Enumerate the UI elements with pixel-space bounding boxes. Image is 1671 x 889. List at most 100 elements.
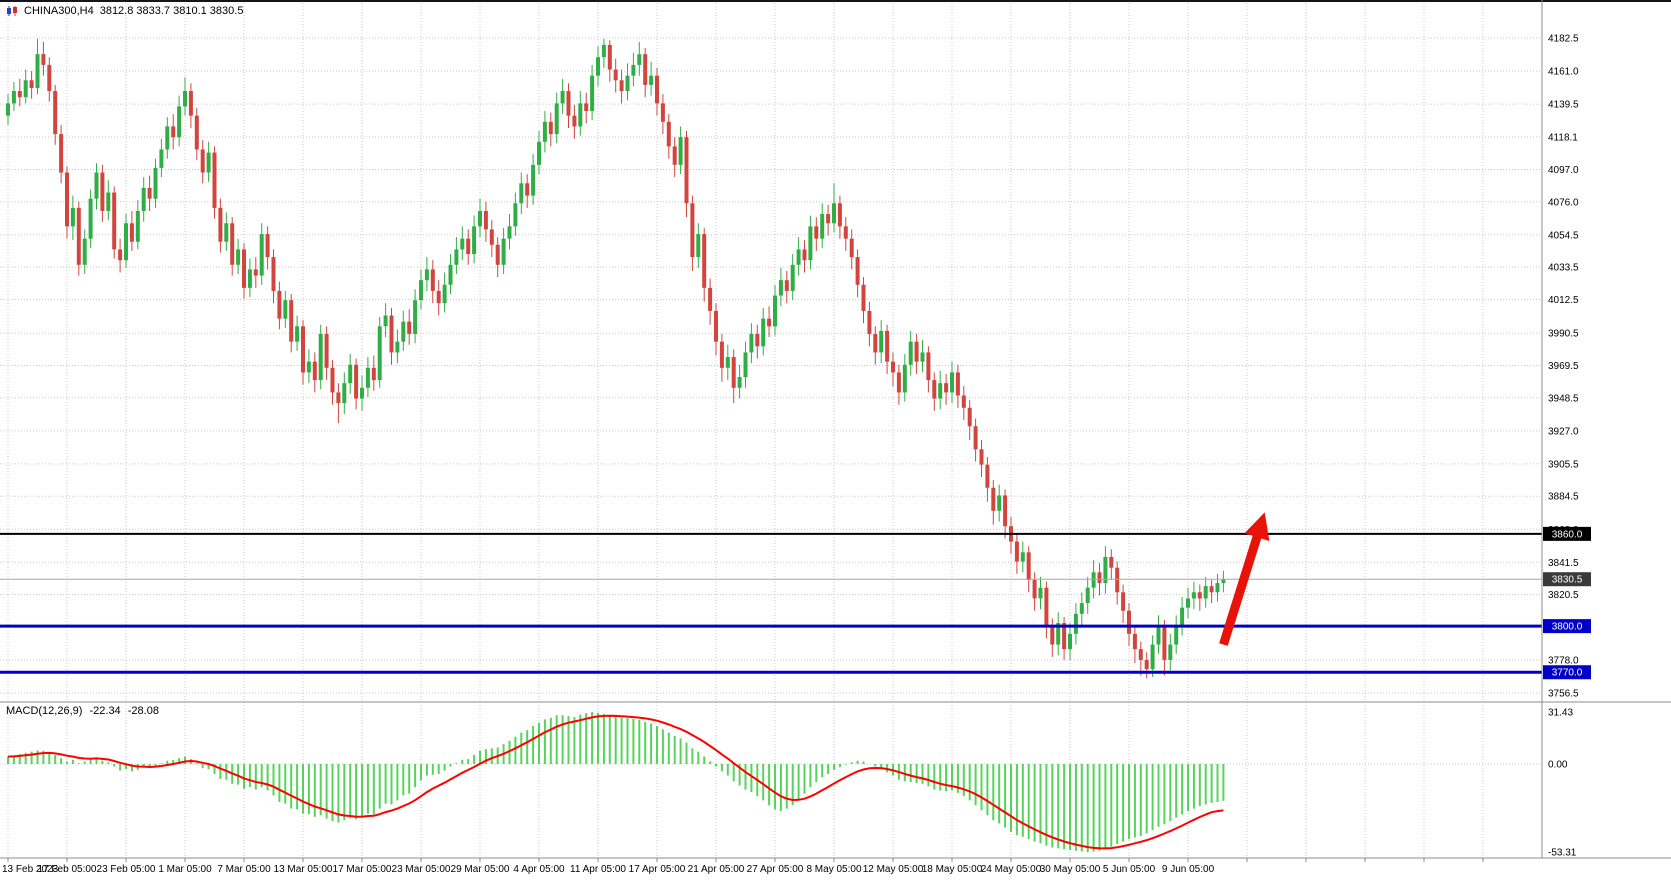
candle (106, 192, 111, 211)
candle (218, 207, 223, 242)
candle (1109, 556, 1114, 568)
candle (395, 341, 400, 353)
time-tick-label[interactable]: 17 Mar 05:00 (333, 864, 392, 875)
price-tick-label: 3841.5 (1548, 558, 1579, 569)
candle (135, 210, 140, 242)
candle (955, 372, 960, 396)
candle (525, 183, 530, 196)
price-tick-label: 3820.5 (1548, 590, 1579, 601)
candle (714, 310, 718, 342)
candle (537, 141, 541, 165)
candle (118, 249, 123, 261)
candle (1032, 579, 1037, 599)
candle (938, 383, 943, 399)
time-tick-label[interactable]: 24 May 05:00 (981, 864, 1042, 875)
time-tick-label[interactable]: 11 Apr 05:00 (570, 864, 626, 875)
candle (1174, 626, 1179, 645)
candle (1056, 623, 1061, 645)
candle (513, 203, 518, 227)
candle (171, 126, 176, 138)
time-tick-label[interactable]: 1 Mar 05:00 (158, 864, 212, 875)
candle (548, 121, 553, 135)
trend-arrow-shaft[interactable] (1219, 531, 1263, 646)
candle (655, 75, 659, 104)
candle (100, 172, 105, 211)
time-tick-label[interactable]: 7 Mar 05:00 (217, 864, 271, 875)
candle (1091, 572, 1096, 588)
price-badge-label: 3860.0 (1552, 529, 1583, 540)
candle (1127, 610, 1131, 634)
candle (35, 54, 40, 88)
candle (767, 318, 772, 327)
candle (519, 183, 524, 204)
candle (224, 223, 229, 242)
candle (371, 367, 376, 381)
candle (318, 333, 323, 381)
price-badge-label: 3830.5 (1552, 575, 1583, 586)
candle (1050, 626, 1055, 645)
candle (159, 149, 164, 168)
candle (1138, 649, 1143, 660)
time-tick-label[interactable]: 5 Jun 05:00 (1103, 864, 1156, 875)
candle (690, 203, 695, 258)
time-tick-label[interactable]: 23 Mar 05:00 (392, 864, 451, 875)
time-tick-label[interactable]: 9 Jun 05:00 (1162, 864, 1215, 875)
time-tick-label[interactable]: 17 Feb 05:00 (38, 864, 97, 875)
candle (666, 121, 671, 147)
candle (637, 54, 642, 65)
candle (489, 229, 494, 245)
candle (967, 407, 972, 427)
time-tick-label[interactable]: 4 Apr 05:00 (513, 864, 565, 875)
candle (59, 134, 64, 173)
candle (601, 44, 606, 58)
candle (607, 44, 612, 70)
candle (596, 57, 600, 76)
candle (578, 103, 583, 127)
time-tick-label[interactable]: 12 May 05:00 (863, 864, 924, 875)
time-tick-label[interactable]: 30 May 05:00 (1040, 864, 1101, 875)
time-tick-label[interactable]: 27 Apr 05:00 (747, 864, 804, 875)
macd-scale-label: 0.00 (1548, 760, 1568, 771)
price-badge (1543, 665, 1591, 680)
time-tick-label[interactable]: 29 Mar 05:00 (451, 864, 510, 875)
time-tick-label[interactable]: 13 Mar 05:00 (274, 864, 333, 875)
quote-ohlc: 3812.8 3833.7 3810.1 3830.5 (99, 5, 244, 17)
candle (932, 380, 937, 399)
time-tick-label[interactable]: 8 May 05:00 (806, 864, 861, 875)
candle (1097, 572, 1102, 584)
candle (531, 164, 536, 196)
candle (944, 383, 949, 393)
candle (383, 315, 388, 327)
candle (454, 249, 459, 265)
time-tick-label[interactable]: 17 Apr 05:00 (629, 864, 686, 875)
candle (926, 352, 931, 381)
candle (920, 352, 925, 362)
time-tick-label[interactable]: 13 Feb 2023 (2, 864, 59, 875)
candle (873, 333, 878, 353)
candle (1014, 541, 1019, 562)
candle (590, 75, 595, 112)
trend-arrow-head[interactable] (1244, 512, 1270, 542)
candle (826, 214, 831, 224)
time-tick-label[interactable]: 23 Feb 05:00 (97, 864, 156, 875)
candle (348, 364, 353, 384)
price-tick-label: 3927.0 (1548, 426, 1579, 437)
candle (891, 361, 895, 373)
candle (861, 284, 866, 311)
candle (360, 387, 364, 399)
candle (501, 238, 506, 265)
candle (950, 372, 954, 393)
candle (879, 330, 884, 353)
candle (672, 146, 677, 165)
candle (1180, 607, 1185, 627)
candle (419, 280, 423, 301)
candle (212, 152, 217, 208)
candle (702, 234, 707, 288)
macd-scale-label: -53.31 (1548, 848, 1577, 859)
time-tick-label[interactable]: 21 Apr 05:00 (688, 864, 745, 875)
candle (613, 69, 618, 81)
candle (112, 192, 117, 250)
candle (1068, 633, 1072, 650)
time-tick-label[interactable]: 18 May 05:00 (922, 864, 983, 875)
